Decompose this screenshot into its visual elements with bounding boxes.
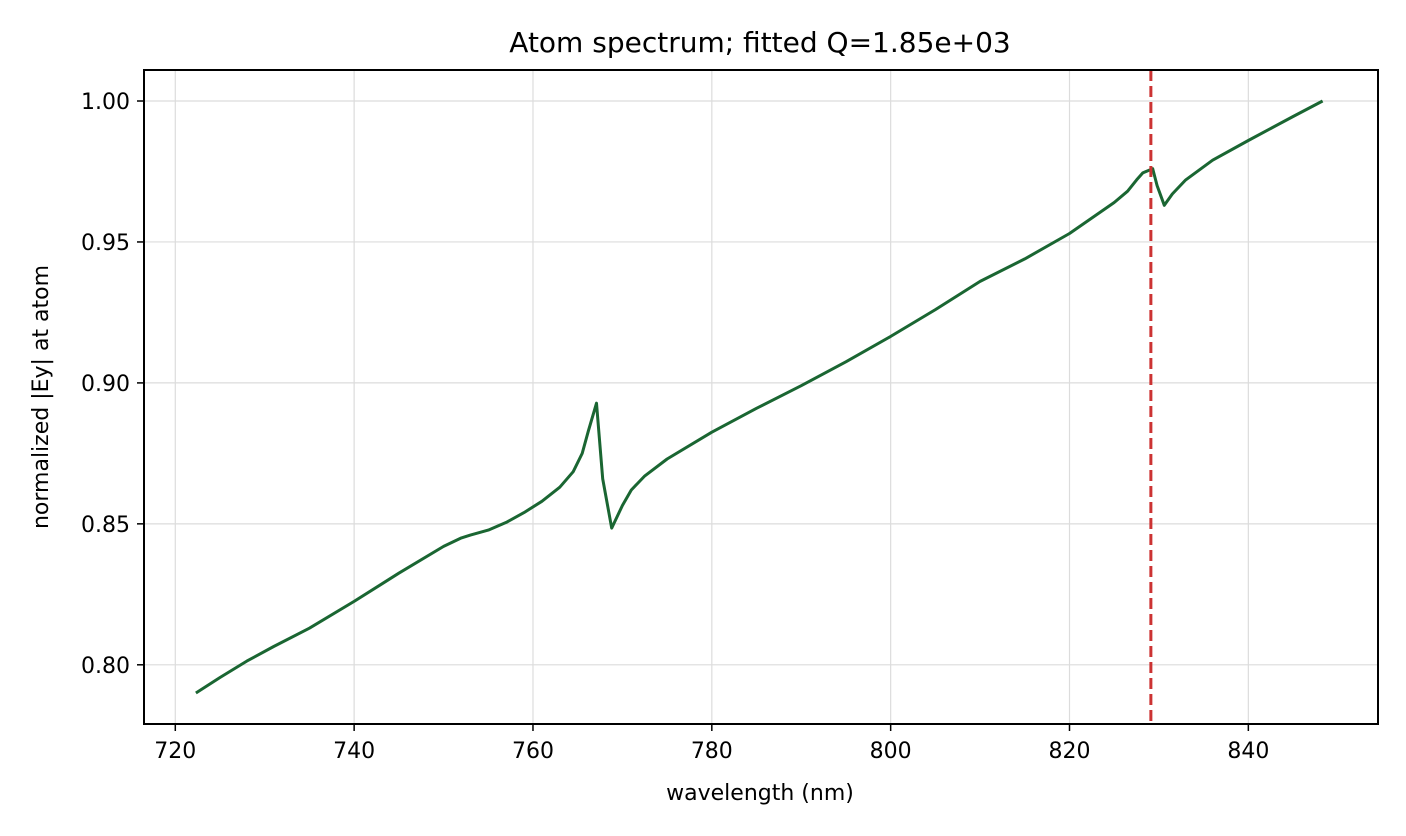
y-axis-label: normalized |Ey| at atom <box>29 265 54 529</box>
x-tick-label: 840 <box>1227 739 1269 764</box>
x-tick-label: 720 <box>154 739 196 764</box>
x-axis-label: wavelength (nm) <box>666 781 854 806</box>
x-tick-label: 800 <box>870 739 912 764</box>
y-tick-label: 0.80 <box>81 654 130 679</box>
plot-area <box>195 70 1324 724</box>
plot-frame <box>143 69 1379 725</box>
spectrum-line <box>195 99 1324 695</box>
grid <box>144 70 1378 724</box>
y-tick-label: 0.90 <box>81 372 130 397</box>
x-tick-label: 780 <box>691 739 733 764</box>
x-tick-label: 740 <box>333 739 375 764</box>
y-tick-label: 0.85 <box>81 513 130 538</box>
chart-title: Atom spectrum; fitted Q=1.85e+03 <box>509 26 1010 59</box>
y-tick-label: 1.00 <box>81 90 130 115</box>
x-axis: 720 740 760 780 800 820 840 <box>154 724 1269 764</box>
x-tick-label: 820 <box>1049 739 1091 764</box>
x-tick-label: 760 <box>512 739 554 764</box>
y-axis: 0.80 0.85 0.90 0.95 1.00 <box>81 90 144 679</box>
y-tick-label: 0.95 <box>81 231 130 256</box>
